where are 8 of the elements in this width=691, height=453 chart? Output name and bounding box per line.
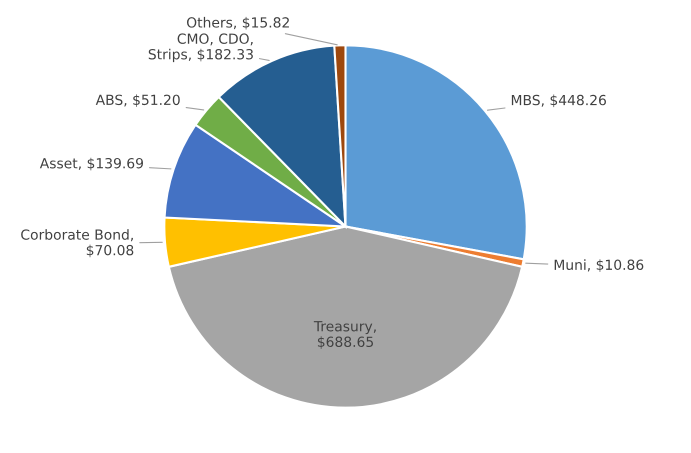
slice-label: Corborate Bond, $70.08 [21, 229, 134, 258]
slice-label: CMO, CDO, Strips, $182.33 [148, 33, 253, 62]
slice-label: Muni, $10.86 [554, 259, 644, 272]
slice-label: Others, $15.82 [186, 16, 289, 30]
slice-label: Treasury, $688.65 [314, 321, 376, 349]
slice-label: ABS, $51.20 [96, 94, 180, 107]
slice-label: MBS, $448.26 [512, 94, 606, 108]
slice-label: Asset, $139.69 [40, 158, 143, 170]
